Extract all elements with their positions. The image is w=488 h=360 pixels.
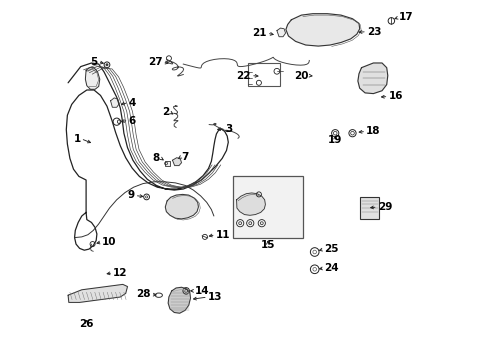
Polygon shape [285,14,359,46]
Text: 27: 27 [147,57,162,67]
Text: 18: 18 [366,126,380,136]
Text: 24: 24 [324,263,338,273]
Polygon shape [172,158,181,166]
Text: 4: 4 [128,98,136,108]
Text: 6: 6 [128,116,136,126]
Bar [164,161,170,166]
Polygon shape [85,68,100,89]
Text: 29: 29 [377,202,391,212]
Text: 11: 11 [215,230,230,240]
Text: 16: 16 [387,91,402,102]
Text: 20: 20 [293,71,308,81]
Text: 13: 13 [207,292,222,302]
Polygon shape [276,28,285,37]
Text: 14: 14 [194,286,209,296]
FancyBboxPatch shape [360,197,378,219]
Text: 22: 22 [236,71,250,81]
Text: 9: 9 [127,190,134,201]
Text: 2: 2 [162,107,168,117]
Polygon shape [168,287,190,313]
Text: 23: 23 [366,27,381,37]
Text: 28: 28 [136,289,151,300]
Polygon shape [165,194,198,219]
Text: 5: 5 [90,57,98,67]
Polygon shape [236,193,265,215]
Text: 25: 25 [324,244,338,254]
Text: 15: 15 [260,240,275,250]
Text: 21: 21 [252,28,266,38]
Text: 7: 7 [181,152,188,162]
Text: 10: 10 [102,237,117,247]
Text: 1: 1 [73,134,81,144]
Text: 17: 17 [399,12,413,22]
Text: 12: 12 [113,268,127,278]
Polygon shape [357,63,387,94]
Polygon shape [68,284,127,302]
Circle shape [106,64,108,66]
FancyBboxPatch shape [232,176,303,238]
Polygon shape [110,98,119,107]
Text: 3: 3 [225,124,233,134]
Text: 8: 8 [152,153,160,163]
Text: 19: 19 [327,135,342,145]
Text: 26: 26 [80,319,94,329]
